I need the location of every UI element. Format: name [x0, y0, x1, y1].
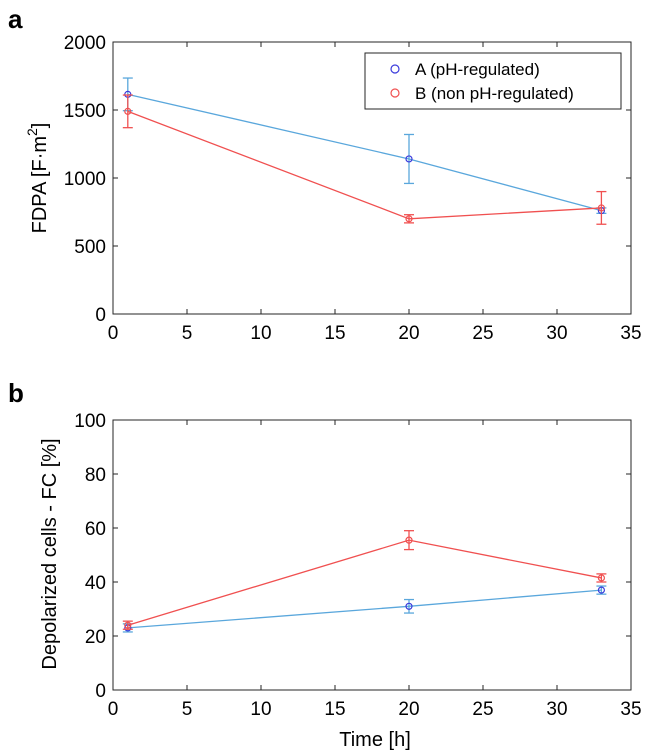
chart-b-xtick-label: 20 [398, 699, 419, 720]
chart-a-ytick-label: 1500 [64, 101, 106, 122]
chart-b: 0 5 10 15 20 25 30 35 0 20 40 60 80 100 [74, 411, 641, 720]
chart-a-ytick-label: 0 [95, 305, 106, 326]
chart-a-series-1-point [124, 107, 132, 115]
chart-a-xtick-label: 25 [472, 323, 493, 344]
chart-b-series-0-point [597, 586, 606, 594]
chart-b-plot-frame [112, 419, 632, 691]
chart-a-xtick-label: 15 [324, 323, 345, 344]
chart-a-legend-box [364, 52, 622, 110]
chart-b-xtick-label: 5 [182, 699, 193, 720]
chart-b-ytick-label: 80 [85, 465, 106, 486]
chart-b-xtick-label: 25 [472, 699, 493, 720]
chart-a-legend: A (pH-regulated) B (non pH-regulated) [364, 52, 622, 110]
chart-b-ytick-label: 0 [95, 681, 106, 702]
chart-b-ylabel: Depolarized cells - FC [%] [39, 438, 61, 669]
chart-b-xtick-label: 35 [620, 699, 641, 720]
chart-b-xtick-label: 30 [546, 699, 567, 720]
chart-b-ytick-label: 40 [85, 573, 106, 594]
chart-a-xtick-label: 0 [108, 323, 119, 344]
chart-a-series-1-point [405, 215, 413, 223]
chart-a-series-1-point [597, 204, 606, 212]
chart-a-ytick-label: 1000 [64, 169, 106, 190]
chart-b-xtick-label: 10 [250, 699, 271, 720]
chart-a-legend-marker-0 [390, 64, 400, 74]
chart-a-ylabel: FDPA [F·m2] [24, 123, 51, 234]
chart-a-series-0-point [405, 155, 413, 163]
chart-a-xtick-label: 10 [250, 323, 271, 344]
chart-b-series-1-point [405, 536, 413, 544]
chart-a-legend-label-1: B (non pH-regulated) [415, 84, 574, 103]
chart-b-series-1-point [124, 621, 132, 629]
chart-a-ytick-label: 2000 [64, 33, 106, 54]
chart-b-xlabel: Time [h] [339, 729, 411, 751]
chart-a-xtick-label: 20 [398, 323, 419, 344]
chart-a: 0 5 10 15 20 25 30 35 0 500 1000 1500 2000 A (pH-regu… [64, 33, 642, 344]
panel-letter-a: a [8, 4, 23, 34]
chart-a-xtick-label: 35 [620, 323, 641, 344]
chart-a-xtick-label: 5 [182, 323, 193, 344]
chart-a-ytick-label: 500 [74, 237, 106, 258]
chart-a-legend-label-0: A (pH-regulated) [415, 60, 540, 79]
chart-b-series-1-point [597, 574, 606, 582]
chart-a-xtick-label: 30 [546, 323, 567, 344]
chart-a-legend-marker-1 [390, 88, 400, 98]
chart-b-series-0-point [405, 602, 413, 610]
chart-b-ytick-label: 20 [85, 627, 106, 648]
chart-b-ytick-label: 60 [85, 519, 106, 540]
chart-b-xtick-label: 0 [108, 699, 119, 720]
chart-b-xtick-label: 15 [324, 699, 345, 720]
panel-letter-b: b [8, 378, 24, 408]
chart-b-ytick-label: 100 [74, 411, 106, 432]
